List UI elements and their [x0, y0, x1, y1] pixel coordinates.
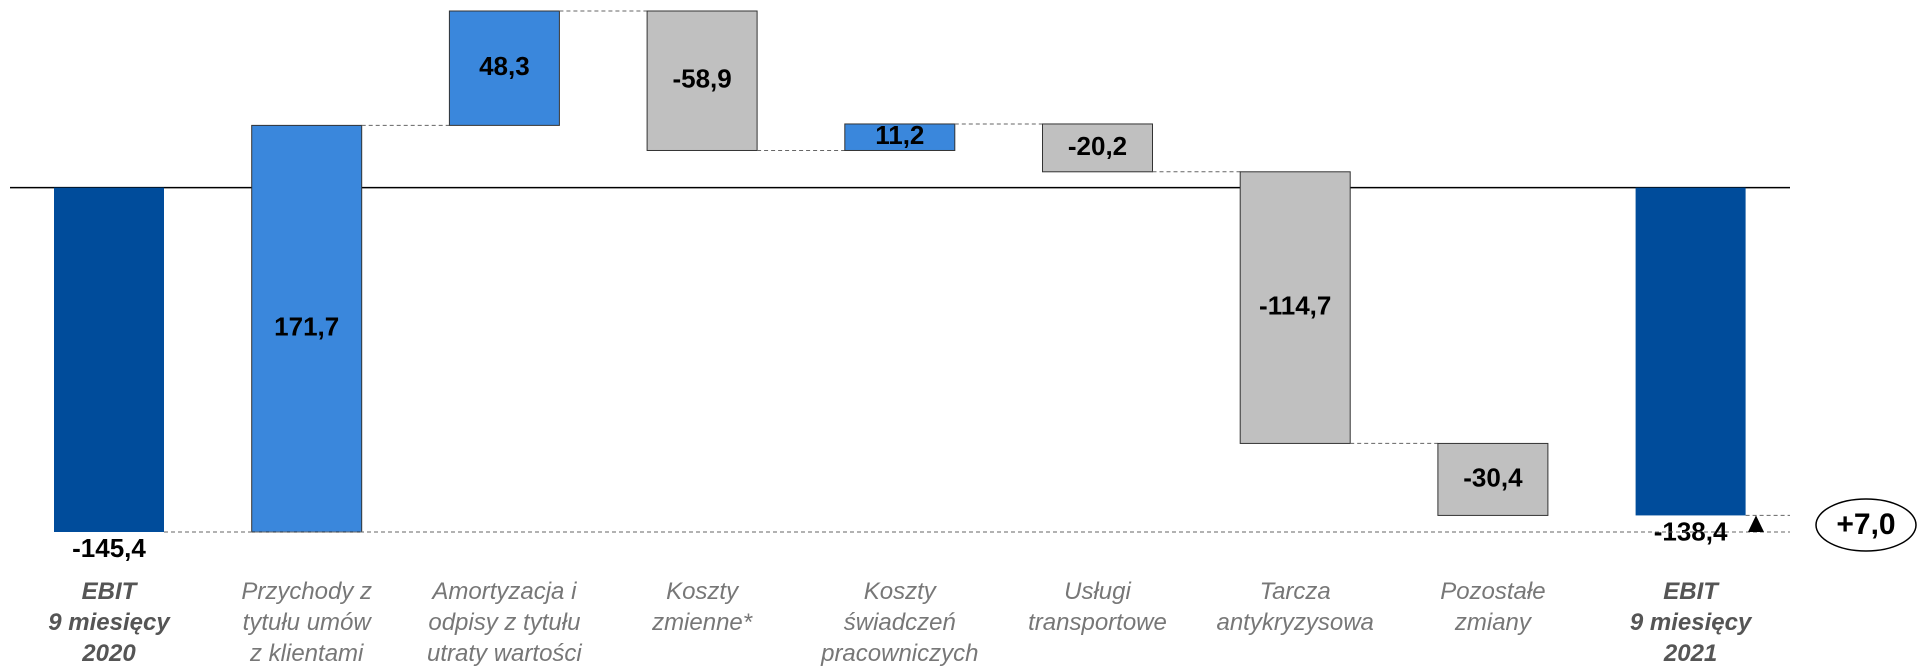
bar — [1042, 123, 1153, 173]
value-label: -30,4 — [1463, 462, 1523, 492]
category-label: Koszty świadczeń pracowniczych — [821, 578, 979, 667]
value-label: -114,7 — [1259, 290, 1331, 320]
bar — [844, 123, 956, 151]
annotation: +7,0 — [1836, 508, 1895, 541]
bar — [1635, 187, 1746, 516]
category-label: Koszty zmienne* — [652, 578, 753, 636]
value-label: -145,4 — [72, 533, 146, 563]
bar — [1239, 171, 1351, 444]
value-label: 171,7 — [274, 312, 339, 342]
value-label: 48,3 — [479, 51, 530, 81]
bar — [646, 10, 758, 151]
category-label: Usługi transportowe — [1028, 578, 1167, 636]
value-label: -20,2 — [1068, 131, 1127, 161]
category-label: Tarcza antykryzysowa — [1216, 578, 1374, 636]
arrow — [1748, 515, 1764, 532]
value-label: -138,4 — [1654, 516, 1728, 546]
category-label: EBIT 9 miesięcy 2021 — [1629, 578, 1752, 667]
category-label: Przychody z tytułu umów z klientami — [241, 578, 373, 667]
bar — [448, 10, 560, 126]
bar — [251, 124, 363, 533]
bar — [54, 187, 164, 532]
category-label: Amortyzacja i odpisy z tytułu utraty war… — [427, 578, 582, 667]
category-label: EBIT 9 miesięcy 2020 — [48, 578, 170, 667]
value-label: -58,9 — [672, 64, 731, 94]
bar — [1437, 442, 1549, 516]
annotation-ellipse — [1815, 498, 1917, 552]
value-label: 11,2 — [875, 120, 924, 150]
category-label: Pozostałe zmiany — [1440, 578, 1546, 636]
